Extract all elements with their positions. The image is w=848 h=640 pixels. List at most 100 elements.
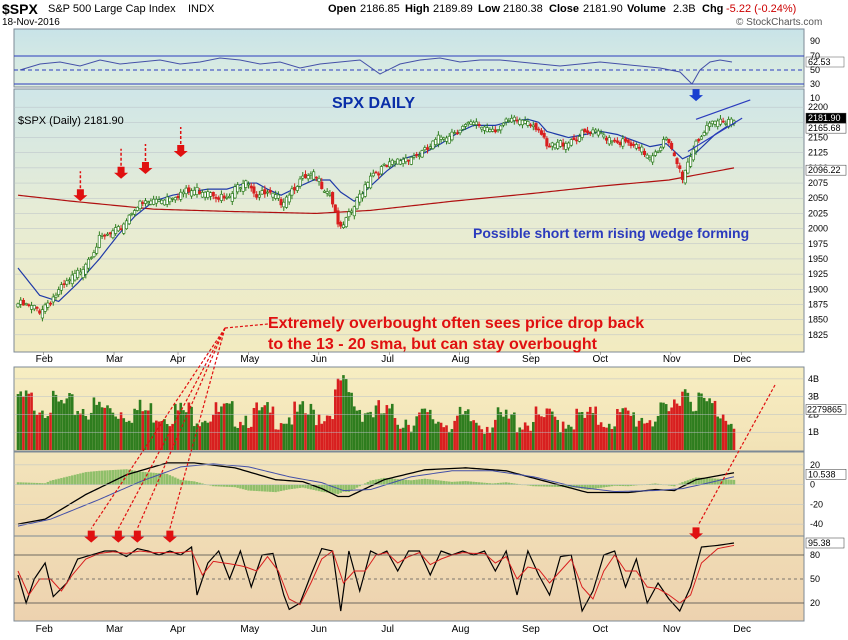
stoch-tick-label: 20: [810, 598, 820, 608]
macd-histogram-bar: [84, 472, 88, 485]
candle-body: [447, 135, 451, 144]
macd-histogram-bar: [702, 477, 706, 485]
chg-label: Chg: [702, 3, 724, 15]
macd-histogram-bar: [298, 484, 302, 488]
volume-bar: [602, 426, 606, 450]
price-x-axis: Feb Mar Apr May Jun Jul Aug Sep Oct Nov Dec: [36, 352, 751, 365]
volume-bar: [664, 404, 668, 450]
stoch-value-box: [805, 537, 845, 549]
macd-histogram-bar: [68, 476, 71, 485]
month-label-top: Aug: [452, 354, 470, 365]
candle-body: [179, 191, 183, 200]
macd-histogram-bar: [193, 481, 196, 485]
macd-histogram-bar: [624, 484, 627, 487]
volume-bar: [298, 404, 302, 450]
volume-bar: [79, 413, 82, 450]
macd-histogram-bar: [580, 484, 584, 489]
month-label-bottom: Dec: [733, 624, 751, 635]
volume-bar: [548, 408, 551, 450]
volume-bar: [282, 423, 286, 450]
macd-histogram-bar: [279, 484, 283, 492]
macd-histogram-bar: [683, 481, 687, 485]
candle-body: [488, 129, 492, 133]
volume-bar: [263, 405, 267, 450]
candle-body: [138, 200, 142, 210]
macd-histogram-bar: [95, 471, 98, 485]
month-label-bottom: May: [240, 624, 259, 635]
candle-body: [51, 296, 55, 303]
macd-value: 10.538: [808, 469, 836, 479]
volume-bar: [41, 410, 44, 450]
volume-bar: [724, 420, 728, 450]
red-down-arrow: [114, 166, 129, 179]
macd-histogram-bar: [494, 483, 497, 485]
price-y-axis: 1825 1850 1875 1900 1925 1950 1975 2000 2025 2050…: [808, 102, 828, 340]
candle-body: [246, 183, 251, 186]
volume-bar: [662, 402, 665, 450]
volume-bar: [545, 408, 549, 450]
candle-body: [621, 138, 625, 147]
macd-histogram-bar: [504, 482, 508, 485]
volume-bar: [155, 420, 158, 450]
macd-histogram-bar: [412, 479, 416, 485]
candle-body: [599, 132, 603, 135]
volume-bar: [268, 412, 272, 450]
candle-body: [141, 202, 145, 204]
volume-bar: [334, 389, 337, 450]
candle-body: [309, 173, 313, 176]
candle-body: [27, 304, 31, 306]
volume-tick-label: 4B: [808, 374, 819, 384]
volume-bar: [399, 428, 402, 450]
wedge-annotation: Possible short term rising wedge forming: [473, 225, 749, 241]
volume-bar: [149, 403, 153, 450]
candle-body: [507, 120, 511, 122]
macd-histogram-bar: [670, 484, 673, 486]
macd-histogram-bar: [355, 484, 359, 488]
candle-body: [146, 201, 150, 204]
price-series-label: $SPX (Daily) 2181.90: [18, 115, 124, 127]
stoch-tick-label: 80: [810, 550, 820, 560]
volume-bar: [114, 416, 117, 450]
macd-histogram-bar: [491, 483, 494, 485]
macd-histogram-bar: [534, 484, 538, 487]
candle-body: [721, 120, 725, 123]
volume-bar: [46, 416, 50, 450]
volume-bar: [127, 420, 131, 450]
volume-bar: [87, 419, 90, 450]
macd-histogram-bar: [334, 484, 337, 494]
volume-tick-label: 3B: [808, 392, 819, 402]
macd-histogram-bar: [38, 483, 41, 485]
candle-body: [160, 199, 164, 204]
volume-bar: [174, 404, 177, 450]
macd-histogram-bar: [485, 482, 489, 485]
candle-body: [360, 193, 364, 199]
macd-histogram-bar: [616, 484, 619, 486]
month-label-bottom: Mar: [106, 624, 124, 635]
volume-bar: [407, 424, 410, 450]
volume-bar: [521, 429, 524, 450]
volume-bar: [363, 413, 367, 450]
candle-body: [81, 269, 85, 278]
volume-bar: [686, 392, 690, 450]
volume-bar: [483, 433, 486, 450]
macd-histogram-bar: [342, 484, 345, 492]
price-tick-label: 2075: [808, 178, 828, 188]
macd-histogram-bar: [304, 484, 307, 489]
volume-bar: [586, 411, 589, 450]
macd-histogram-bar: [423, 478, 427, 485]
volume-bar: [496, 407, 500, 450]
volume-bar: [472, 420, 475, 450]
volume-bar: [358, 409, 362, 450]
candle-body: [537, 128, 541, 131]
macd-histogram-bar: [458, 481, 462, 485]
candle-body: [661, 139, 666, 148]
candle-body: [651, 155, 655, 163]
candle-body: [162, 199, 167, 206]
volume-bar: [355, 410, 359, 450]
volume-bar: [542, 417, 546, 450]
macd-histogram-bar: [681, 482, 684, 485]
candle-body: [149, 200, 153, 205]
macd-histogram-bar: [678, 483, 681, 485]
volume-bar: [54, 394, 58, 450]
macd-series: [16, 462, 736, 527]
